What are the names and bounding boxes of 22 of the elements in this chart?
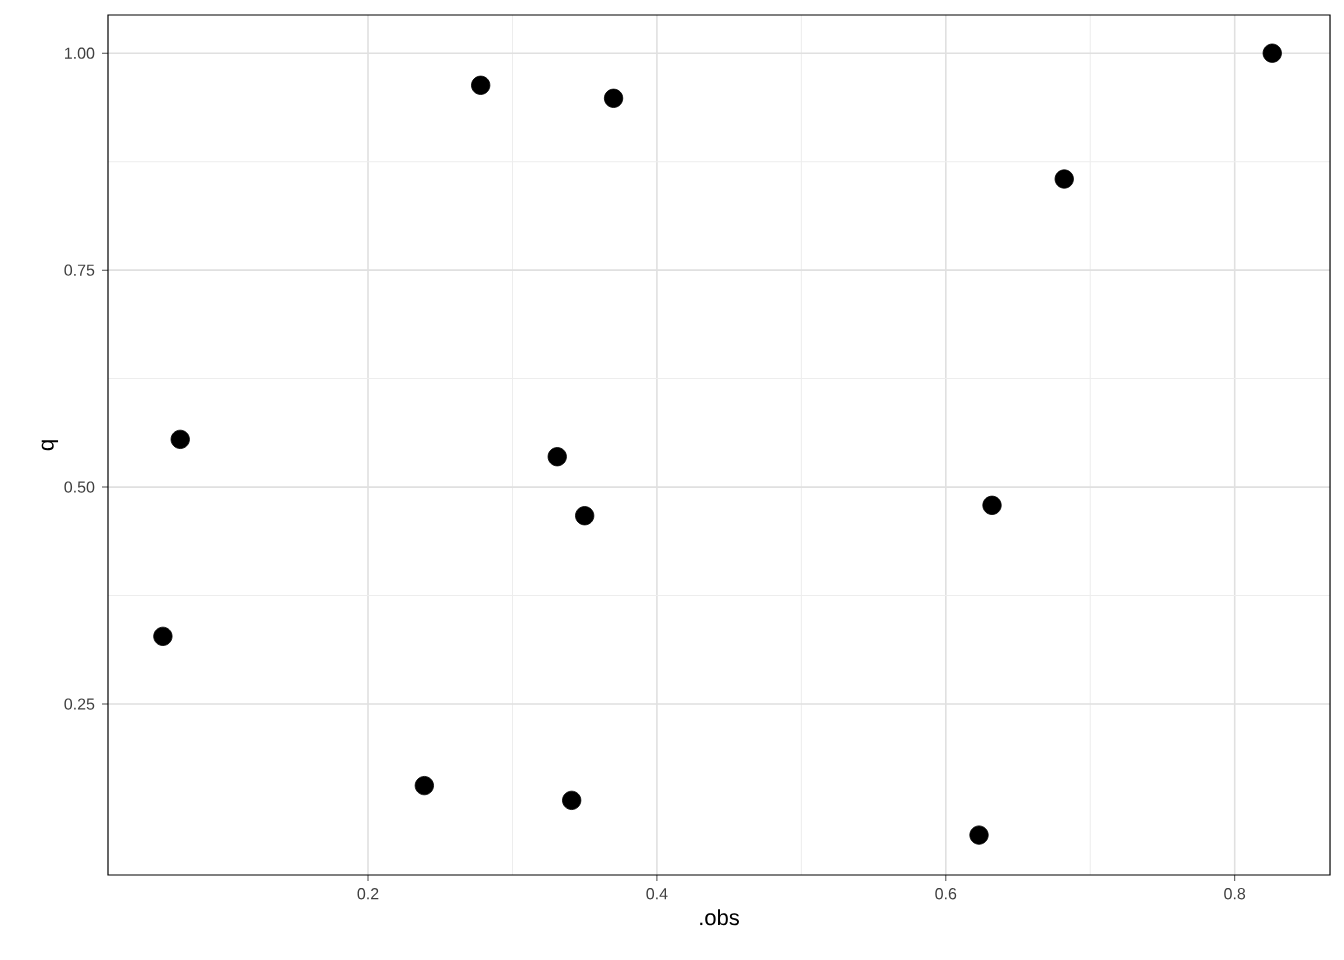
x-tick-label: 0.8 (1224, 888, 1246, 900)
point (1054, 169, 1074, 189)
point (982, 495, 1002, 515)
y-tick-label: 0.75 (64, 264, 95, 276)
x-tick-label: 0.2 (357, 888, 379, 900)
point (471, 75, 491, 95)
point (153, 626, 173, 646)
x-tick-label: 0.6 (935, 888, 957, 900)
point (414, 776, 434, 796)
y-axis-title: q (41, 440, 59, 451)
point (170, 429, 190, 449)
point (969, 825, 989, 845)
y-tick-label: 0.25 (64, 698, 95, 710)
y-tick-label: 0.50 (64, 481, 95, 493)
x-axis-title: .obs (700, 909, 739, 926)
y-tick-label: 1.00 (65, 47, 95, 59)
point (575, 506, 595, 526)
point (1262, 43, 1282, 63)
point (562, 790, 582, 810)
point (547, 447, 567, 467)
point (603, 88, 624, 108)
x-tick-label: 0.4 (646, 888, 668, 900)
